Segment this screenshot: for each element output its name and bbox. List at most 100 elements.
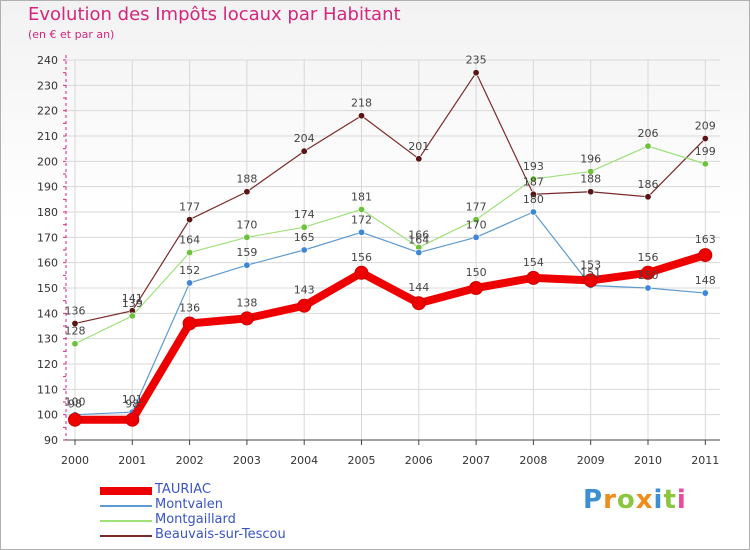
data-label: 166 [408,228,429,241]
y-tick-label: 100 [37,409,58,422]
data-label: 101 [122,393,143,406]
data-label: 199 [695,145,716,158]
x-tick-label: 2004 [290,454,318,467]
data-point [701,160,709,168]
data-point [529,175,537,183]
logo-letter: x [635,485,654,515]
x-tick-label: 2000 [61,454,89,467]
logo-letter: P [583,485,604,515]
data-label: 193 [523,160,544,173]
y-tick-label: 90 [44,434,58,447]
legend-item: Montgaillard [100,512,360,529]
data-point [587,188,595,196]
data-label: 136 [65,304,86,317]
grid [66,59,720,441]
proxiti-logo: Proxiti [583,485,687,515]
x-tick-label: 2006 [405,454,433,467]
data-label: 196 [580,152,601,165]
data-point [186,249,194,257]
data-point [472,233,480,241]
data-point [583,273,598,288]
legend: TAURIAC Montvalen Montgaillard Beauvais-sur… [100,482,360,544]
data-point [71,340,79,348]
data-label: 100 [65,396,86,409]
data-point [243,188,251,196]
x-tick-label: 2002 [176,454,204,467]
y-tick-label: 110 [37,383,58,396]
data-point [587,167,595,175]
y-tick-label: 170 [37,231,58,244]
legend-item: Montvalen [100,497,360,514]
series-line-2 [74,145,706,345]
legend-label: Montvalen [155,497,224,512]
y-tick-label: 150 [37,282,58,295]
data-point [300,147,308,155]
y-tick-label: 220 [37,105,58,118]
data-label: 150 [638,269,659,282]
data-label: 136 [179,301,200,314]
series-lines [68,69,713,427]
data-point [526,270,541,285]
data-point [357,228,365,236]
x-tick-label: 2007 [462,454,490,467]
y-tick-label: 190 [37,181,58,194]
chart-subtitle: (en € et par an) [28,28,115,41]
data-point [644,142,652,150]
data-point [300,223,308,231]
data-label: 174 [294,208,315,221]
legend-swatch [100,535,152,537]
data-point [186,216,194,224]
data-label: 156 [638,251,659,264]
data-label: 164 [179,234,200,247]
data-label: 148 [695,274,716,287]
legend-swatch [100,487,152,495]
data-point [243,233,251,241]
data-point [644,193,652,201]
x-tick-label: 2009 [577,454,605,467]
data-label: 172 [351,213,372,226]
logo-letter: i [676,485,687,515]
data-label: 98 [125,398,139,411]
data-point [357,205,365,213]
data-label: 144 [408,281,429,294]
data-label: 150 [466,266,487,279]
y-tick-label: 140 [37,307,58,320]
data-label: 156 [351,251,372,264]
data-point [300,246,308,254]
y-tick-label: 120 [37,358,58,371]
y-tick-label: 230 [37,79,58,92]
data-label: 180 [523,193,544,206]
data-label: 159 [236,246,257,259]
data-label: 154 [523,256,544,269]
data-point [354,265,369,280]
x-tick-label: 2008 [519,454,547,467]
data-point [243,261,251,269]
data-label: 152 [179,264,200,277]
data-label: 138 [236,296,257,309]
data-label: 181 [351,190,372,203]
legend-swatch [100,520,152,522]
data-point [186,279,194,287]
data-point [239,311,254,326]
legend-label: Montgaillard [155,512,236,527]
data-label: 204 [294,132,315,145]
data-point [125,412,140,427]
data-label: 177 [179,201,200,214]
data-point [698,248,713,263]
data-label: 188 [580,173,601,186]
data-label: 188 [236,173,257,186]
series-line-0 [71,251,710,424]
x-tick-label: 2010 [634,454,662,467]
y-tick-label: 240 [37,54,58,67]
data-label: 164 [408,234,429,247]
data-point [529,190,537,198]
legend-item: TAURIAC [100,482,360,499]
data-labels: 136 141 177 188 204 218 201 235 187 188 186 209 128 1… [65,54,716,411]
x-tick-label: 2001 [118,454,146,467]
logo-letter: i [653,485,664,515]
data-label: 170 [466,218,487,231]
data-label: 165 [294,231,315,244]
data-point [415,155,423,163]
data-point [128,312,136,320]
